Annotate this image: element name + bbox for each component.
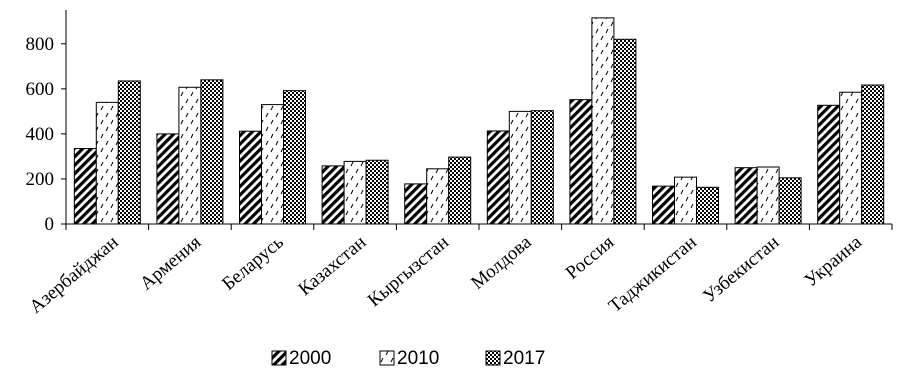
legend-label-2000: 2000 — [289, 348, 331, 369]
bar-2017-1 — [200, 79, 224, 225]
bar-2010-3 — [343, 160, 367, 225]
y-tick-label: 200 — [26, 169, 55, 190]
category-label: Азербайджан — [26, 232, 123, 318]
bar-2010-0 — [95, 101, 119, 225]
bar-2017-3 — [365, 159, 389, 225]
bar-2017-6 — [613, 38, 637, 225]
bar-2017-0 — [117, 80, 141, 225]
bar-2000-5 — [486, 130, 510, 225]
category-label: Украина — [801, 231, 867, 291]
bar-2010-5 — [508, 110, 532, 225]
category-label: Узбекистан — [699, 232, 783, 307]
y-tick-label: 0 — [45, 214, 55, 235]
bar-2010-9 — [839, 91, 863, 225]
bar-2017-5 — [530, 110, 554, 225]
bar-2000-6 — [569, 99, 593, 225]
bar-2000-4 — [404, 183, 428, 225]
axes: 0 200 400 600 800 — [26, 10, 893, 235]
bar-2010-1 — [178, 86, 202, 225]
legend: 2000 2010 2017 — [271, 348, 545, 369]
bar-2000-9 — [817, 104, 841, 225]
category-label: Россия — [562, 232, 618, 284]
bar-2010-8 — [756, 166, 780, 225]
category-labels: Азербайджан Армения Беларусь КазахстанКыргы… — [26, 231, 867, 317]
legend-label-2017: 2017 — [503, 348, 545, 369]
bar-2000-2 — [239, 130, 262, 225]
bar-2017-2 — [283, 90, 306, 225]
category-label: Кыргызстан — [364, 232, 453, 311]
bar-2000-1 — [156, 133, 180, 225]
bar-2010-2 — [261, 104, 284, 225]
bar-2017-9 — [861, 84, 885, 225]
bar-2017-4 — [448, 156, 472, 225]
category-label: Молдова — [467, 231, 536, 293]
bar-2000-8 — [734, 167, 758, 225]
y-tick-label: 600 — [26, 79, 55, 100]
bar-2010-7 — [674, 176, 697, 225]
category-label: Армения — [136, 232, 205, 295]
bar-2000-7 — [652, 185, 675, 225]
bar-2000-3 — [321, 165, 345, 225]
category-label: Беларусь — [218, 232, 288, 295]
y-tick-label: 400 — [26, 124, 55, 145]
bar-2017-8 — [778, 177, 802, 225]
bar-2010-6 — [591, 17, 615, 225]
y-tick-label: 800 — [26, 34, 55, 55]
bar-2000-0 — [73, 148, 97, 225]
category-label: Таджикистан — [605, 232, 701, 317]
bar-2017-7 — [696, 186, 719, 225]
legend-swatch-2010 — [379, 350, 395, 366]
legend-swatch-2017 — [485, 350, 501, 366]
legend-swatch-2000 — [271, 350, 287, 366]
bars — [73, 17, 885, 225]
legend-label-2010: 2010 — [397, 348, 439, 369]
category-label: Казахстан — [295, 232, 371, 300]
bar-2010-4 — [426, 168, 450, 225]
